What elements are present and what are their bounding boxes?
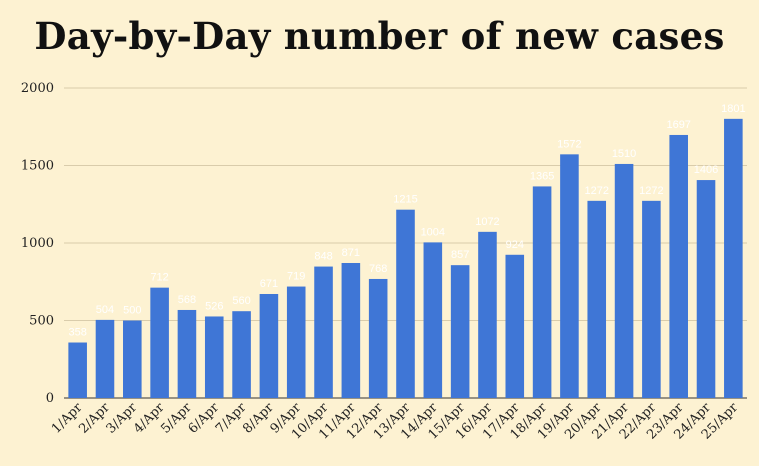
data-label: 871	[342, 247, 360, 259]
data-label: 1697	[666, 119, 690, 131]
data-label: 671	[260, 278, 278, 290]
data-label: 1272	[639, 185, 663, 197]
data-label: 1272	[584, 185, 608, 197]
data-label: 1215	[393, 194, 417, 206]
data-label: 1572	[557, 138, 581, 150]
bar	[423, 242, 443, 398]
y-tick-label: 2000	[21, 81, 54, 96]
data-label: 1406	[694, 164, 718, 176]
y-tick-label: 500	[29, 314, 54, 329]
data-label: 719	[287, 271, 305, 283]
bar	[232, 311, 251, 398]
bar	[286, 286, 306, 398]
bar	[450, 265, 470, 398]
bar	[259, 293, 279, 398]
data-label: 768	[369, 263, 387, 275]
data-label: 924	[506, 239, 524, 251]
bar	[368, 278, 388, 398]
data-label: 1004	[421, 226, 445, 238]
data-label: 712	[150, 272, 168, 284]
y-tick-label: 1500	[21, 159, 54, 174]
data-label: 848	[314, 251, 332, 263]
bar	[396, 209, 415, 398]
data-label: 500	[123, 305, 141, 317]
bar	[478, 231, 497, 398]
bar	[587, 200, 607, 398]
bar	[532, 186, 552, 398]
data-label: 1072	[475, 216, 499, 228]
y-tick-label: 1000	[21, 236, 54, 251]
bar	[642, 200, 661, 398]
y-tick-label: 0	[46, 391, 54, 406]
chart-title: Day-by-Day number of new cases	[34, 14, 725, 58]
data-label: 1365	[530, 170, 554, 182]
bar	[204, 316, 224, 398]
bar	[341, 262, 361, 398]
bar	[150, 287, 169, 398]
data-label: 504	[96, 304, 114, 316]
data-label: 1801	[721, 103, 745, 115]
bar	[68, 342, 87, 398]
bar	[505, 254, 525, 398]
bar	[177, 309, 197, 398]
bar	[724, 118, 743, 398]
data-label: 857	[451, 249, 469, 261]
data-label: 526	[205, 300, 223, 312]
bar	[560, 154, 579, 398]
bar	[123, 320, 142, 398]
data-label: 1510	[612, 148, 636, 160]
bar	[669, 134, 688, 398]
data-label: 568	[178, 294, 196, 306]
bar	[614, 163, 634, 398]
bar	[696, 180, 716, 398]
bar	[314, 266, 333, 398]
bar	[95, 319, 115, 398]
data-label: 560	[232, 295, 250, 307]
data-label: 358	[68, 327, 86, 339]
